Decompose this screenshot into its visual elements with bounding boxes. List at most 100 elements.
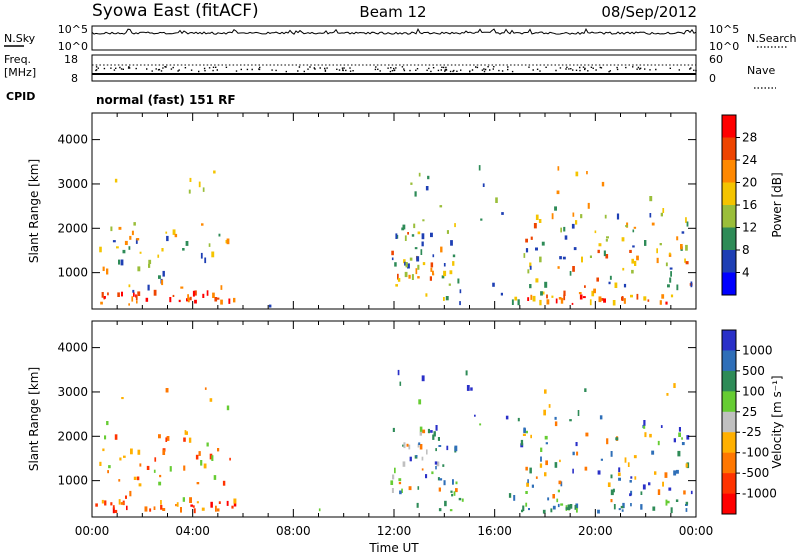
heatmap-cell [557, 489, 560, 493]
heatmap-cell [470, 387, 473, 391]
heatmap-cell [459, 301, 461, 306]
heatmap-cell [613, 504, 616, 510]
colorbar-box [722, 160, 736, 183]
heatmap-cell [409, 257, 413, 261]
heatmap-cell [450, 490, 453, 493]
heatmap-cell [564, 235, 568, 240]
colorbar-tick-label: 25 [742, 405, 757, 419]
heatmap-cell [437, 477, 440, 481]
heatmap-cell [399, 490, 402, 495]
colorbar-tick-label: -100 [742, 446, 769, 460]
heatmap-cell [180, 286, 184, 289]
heatmap-cell [415, 268, 418, 275]
heatmap-cell [137, 291, 141, 296]
heatmap-cell [216, 297, 220, 300]
heatmap-cell [629, 493, 632, 497]
heatmap-cell [535, 247, 538, 251]
heatmap-cell [598, 243, 602, 247]
heatmap-cell [529, 265, 532, 270]
heatmap-cell [153, 506, 156, 510]
heatmap-cell [166, 436, 170, 441]
heatmap-cell [204, 387, 207, 390]
heatmap-cell [206, 442, 209, 447]
heatmap-cell [525, 238, 528, 243]
heatmap-cell [563, 226, 566, 232]
heatmap-cell [465, 370, 468, 376]
heatmap-cell [222, 480, 226, 486]
colorbar-box [722, 411, 736, 433]
heatmap-cell [541, 241, 545, 246]
y-tick-label: 1000 [57, 266, 88, 280]
heatmap-cell [540, 291, 543, 296]
heatmap-cell [148, 259, 152, 264]
heatmap-cell [443, 480, 446, 486]
heatmap-cell [526, 482, 529, 487]
colorbar-tick-label: 12 [742, 221, 757, 235]
heatmap-cell [681, 442, 685, 446]
heatmap-cell [392, 427, 395, 432]
heatmap-cell [121, 291, 123, 297]
heatmap-cell [154, 457, 157, 462]
heatmap-cell [661, 294, 665, 299]
heatmap-cell [541, 291, 545, 295]
heatmap-cell [160, 500, 162, 505]
heatmap-cell [603, 250, 606, 257]
heatmap-cell [443, 270, 447, 277]
heatmap-cell [182, 497, 185, 502]
heatmap-cell [391, 250, 394, 256]
heatmap-cell [675, 499, 679, 502]
heatmap-cell [668, 253, 672, 257]
velocity-heatmap [95, 369, 693, 514]
heatmap-cell [407, 232, 409, 235]
heatmap-cell [558, 297, 562, 300]
heatmap-cell [268, 304, 272, 308]
heatmap-cell [417, 276, 420, 279]
heatmap-cell [545, 442, 548, 445]
heatmap-cell [112, 505, 115, 509]
heatmap-cell [599, 415, 603, 420]
heatmap-cell [632, 229, 635, 233]
heatmap-cell [640, 504, 643, 510]
heatmap-cell [397, 278, 401, 282]
heatmap-cell [685, 261, 689, 265]
heatmap-cell [417, 486, 420, 490]
velocity-panel: 1000 2000 3000 4000 Slant Range [km] [27, 320, 697, 518]
velocity-colorbar-frame [721, 329, 737, 515]
heatmap-cell [461, 498, 464, 502]
heatmap-cell [441, 275, 445, 279]
heatmap-cell [413, 223, 416, 229]
heatmap-cell [454, 445, 458, 452]
heatmap-cell [643, 296, 647, 301]
heatmap-cell [623, 283, 627, 288]
heatmap-cell [421, 375, 425, 382]
heatmap-cell [101, 499, 104, 504]
colorbar-tick-label: -500 [742, 466, 769, 480]
heatmap-cell [403, 259, 406, 264]
heatmap-cell [685, 463, 688, 468]
heatmap-cell [107, 292, 109, 296]
heatmap-cell [119, 457, 122, 461]
heatmap-cell [422, 219, 425, 222]
heatmap-cell [209, 453, 213, 460]
heatmap-cell [530, 294, 533, 300]
heatmap-cell [444, 500, 447, 507]
heatmap-cell [535, 214, 539, 220]
heatmap-cell [684, 258, 686, 263]
heatmap-cell [579, 294, 583, 300]
heatmap-cell [129, 490, 132, 497]
velocity-colorbar: 1000 500 100 25 -25 -100 -500 -1000 Velocity [m… [721, 329, 784, 515]
heatmap-cell [572, 468, 574, 474]
heatmap-cell [482, 183, 485, 187]
heatmap-cell [137, 449, 141, 455]
heatmap-cell [589, 255, 592, 258]
colorbar-box [722, 391, 736, 413]
heatmap-cell [604, 214, 607, 219]
nsearch-tick-bottom: 10^0 [709, 40, 739, 53]
heatmap-cell [575, 442, 578, 447]
nsky-tick-bottom: 10^0 [58, 40, 88, 53]
heatmap-cell [623, 298, 626, 304]
heatmap-cell [138, 483, 142, 487]
heatmap-cell [229, 457, 231, 461]
heatmap-cell [633, 226, 637, 229]
heatmap-cell [557, 503, 560, 508]
